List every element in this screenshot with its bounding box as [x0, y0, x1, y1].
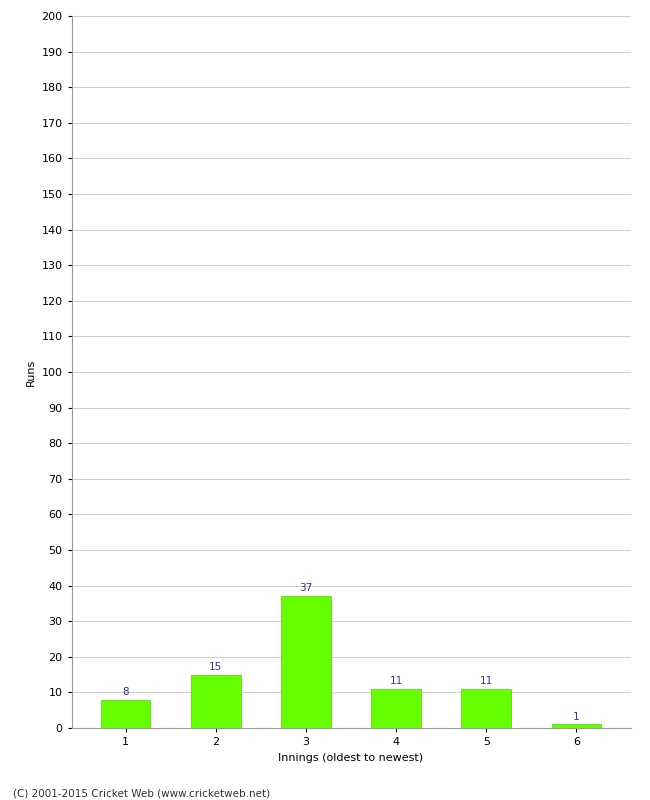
Text: 8: 8 [122, 686, 129, 697]
X-axis label: Innings (oldest to newest): Innings (oldest to newest) [278, 753, 424, 762]
Text: 11: 11 [480, 676, 493, 686]
Bar [552, 725, 601, 728]
Text: 11: 11 [389, 676, 403, 686]
Text: 37: 37 [299, 583, 313, 594]
Bar [101, 699, 150, 728]
Bar [281, 596, 331, 728]
Bar [371, 689, 421, 728]
Text: (C) 2001-2015 Cricket Web (www.cricketweb.net): (C) 2001-2015 Cricket Web (www.cricketwe… [13, 789, 270, 798]
Bar [191, 674, 240, 728]
Text: 15: 15 [209, 662, 222, 672]
Bar [462, 689, 511, 728]
Text: 1: 1 [573, 711, 580, 722]
Y-axis label: Runs: Runs [26, 358, 36, 386]
